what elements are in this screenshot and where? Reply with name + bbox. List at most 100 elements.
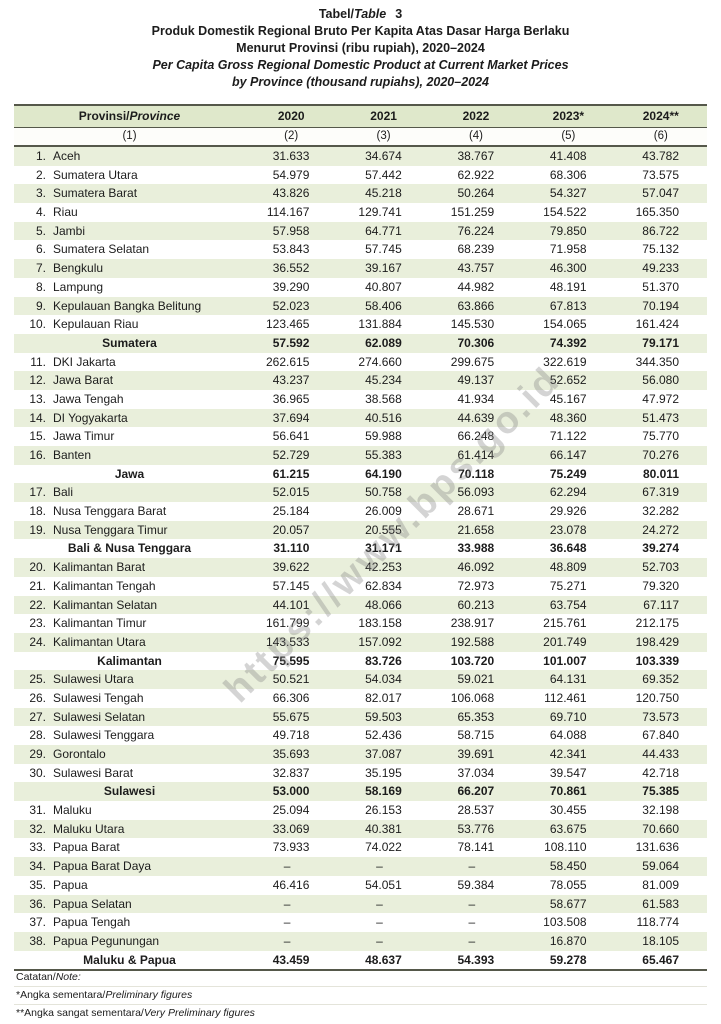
row-number: 4.: [35, 205, 46, 220]
value-cell: 66.207: [457, 784, 495, 799]
table-row: 18. Nusa Tenggara Barat 25.184 26.009 28.671…: [14, 502, 707, 521]
value-cell: –: [376, 915, 383, 930]
year-column-header-2022: 2022: [429, 104, 523, 128]
value-cell: 42.718: [642, 765, 679, 780]
column-number: (4): [429, 127, 523, 147]
value-cell: 75.132: [642, 242, 679, 257]
row-number: 18.: [29, 504, 46, 519]
table-row: 26. Sulawesi Tengah 66.306 82.017 106.068 112…: [14, 689, 707, 708]
value-cell: 78.055: [549, 877, 587, 892]
value-cell: 118.774: [636, 915, 680, 930]
province-name: Sumatera Barat: [53, 186, 138, 201]
province-name: Bali: [53, 485, 74, 500]
province-name: Nusa Tenggara Timur: [53, 522, 168, 537]
value-cell: 56.641: [272, 429, 310, 444]
value-cell: 83.726: [365, 653, 402, 668]
value-cell: 51.370: [642, 279, 679, 294]
province-name: Jambi: [53, 223, 86, 238]
region-total-label: Sumatera: [102, 335, 157, 350]
table-row: 27. Sulawesi Selatan 55.675 59.503 65.353 69.…: [14, 707, 707, 727]
row-number: 11.: [30, 354, 46, 369]
value-cell: 18.105: [642, 933, 679, 948]
province-name: Kalimantan Timur: [53, 616, 147, 631]
value-cell: 72.973: [457, 578, 495, 593]
value-cell: 57.442: [365, 167, 402, 182]
value-cell: 101.007: [543, 653, 587, 668]
value-cell: 38.568: [365, 391, 402, 406]
row-number: 36.: [29, 896, 46, 911]
value-cell: 36.552: [272, 261, 310, 276]
value-cell: 56.080: [642, 373, 679, 388]
table-label-id: Tabel/: [318, 7, 355, 21]
value-cell: 65.467: [642, 952, 679, 967]
row-number: 7.: [35, 261, 46, 276]
value-cell: 57.592: [272, 335, 310, 350]
value-cell: 103.339: [635, 653, 679, 668]
value-cell: 43.237: [272, 373, 310, 388]
value-cell: 79.320: [642, 578, 679, 593]
row-number: 27.: [29, 709, 46, 724]
province-name: Maluku Utara: [53, 821, 125, 836]
value-cell: 68.306: [549, 167, 587, 182]
value-cell: 50.521: [272, 672, 310, 687]
value-cell: 165.350: [635, 205, 679, 220]
value-cell: 51.473: [642, 410, 679, 425]
province-cell: 29. Gorontalo: [14, 745, 245, 764]
table-row: 29. Gorontalo 35.693 37.087 39.691 42.341 44.4…: [14, 745, 707, 764]
year-column-header-2020: 2020: [245, 104, 338, 128]
province-name: DKI Jakarta: [53, 354, 116, 369]
value-cell: 59.503: [365, 709, 402, 724]
value-cell: 70.276: [642, 448, 679, 462]
table-row: 4. Riau 114.167 129.741 151.259 154.522 165.35…: [14, 203, 707, 222]
province-name: Sumatera Selatan: [53, 242, 150, 257]
value-cell: 26.009: [365, 504, 402, 519]
value-cell: 52.023: [272, 298, 310, 313]
value-cell: –: [468, 915, 476, 930]
row-number: 26.: [29, 690, 46, 705]
value-cell: 34.674: [365, 149, 402, 163]
row-number: 14.: [29, 410, 46, 425]
province-name: Riau: [53, 205, 78, 220]
province-name: Kalimantan Utara: [53, 634, 146, 649]
region-total-label: Kalimantan: [97, 653, 162, 668]
row-number: 22.: [29, 597, 46, 612]
value-cell: 62.922: [457, 167, 495, 182]
value-cell: 79.171: [642, 335, 679, 350]
value-cell: 46.092: [457, 560, 495, 575]
value-cell: 39.274: [642, 541, 679, 556]
value-cell: 75.385: [642, 784, 679, 799]
value-cell: 215.761: [543, 616, 587, 631]
note-heading: Catatan/Note:: [14, 969, 707, 987]
table-row: 25. Sulawesi Utara 50.521 54.034 59.021 64.13…: [14, 670, 707, 689]
province-cell: 22. Kalimantan Selatan: [14, 596, 245, 615]
table-row: 12. Jawa Barat 43.237 45.234 49.137 52.652 56.…: [14, 371, 707, 390]
table-row: 32. Maluku Utara 33.069 40.381 53.776 63.675 7…: [14, 819, 707, 839]
value-cell: 70.194: [642, 298, 679, 313]
province-cell: 38. Papua Pegunungan: [14, 932, 245, 951]
province-name: Maluku: [53, 803, 92, 818]
value-cell: 44.101: [272, 597, 310, 612]
table-row: 11. DKI Jakarta 262.615 274.660 299.675 322.6…: [14, 353, 707, 372]
province-cell: 32. Maluku Utara: [14, 820, 245, 839]
value-cell: 57.958: [272, 223, 310, 238]
value-cell: 103.508: [543, 915, 587, 930]
value-cell: –: [283, 933, 291, 948]
table-row: 33. Papua Barat 73.933 74.022 78.141 108.110 1…: [14, 838, 707, 857]
table-body: 1. Aceh 31.633 34.674 38.767 41.408 43.782 2. Su…: [14, 146, 707, 971]
value-cell: 68.239: [457, 242, 495, 257]
row-number: 9.: [35, 298, 46, 313]
value-cell: 63.675: [549, 821, 587, 836]
value-cell: 73.573: [642, 709, 679, 724]
title-line-id-1: Produk Domestik Regional Bruto Per Kapit…: [151, 24, 570, 38]
table-head: Provinsi/Province 2020 2021 2022 2023* 2024**…: [14, 104, 707, 147]
value-cell: –: [283, 915, 291, 930]
value-cell: 39.167: [365, 261, 402, 276]
table-row: 8. Lampung 39.290 40.807 44.982 48.191 51.370: [14, 278, 707, 297]
province-cell: 37. Papua Tengah: [14, 913, 245, 932]
province-name: Kepulauan Bangka Belitung: [53, 298, 202, 313]
column-number: (1): [14, 127, 245, 147]
province-cell: 1. Aceh: [14, 146, 245, 166]
value-cell: 62.089: [365, 335, 402, 350]
value-cell: 28.537: [457, 803, 495, 818]
value-cell: 67.319: [642, 485, 679, 500]
